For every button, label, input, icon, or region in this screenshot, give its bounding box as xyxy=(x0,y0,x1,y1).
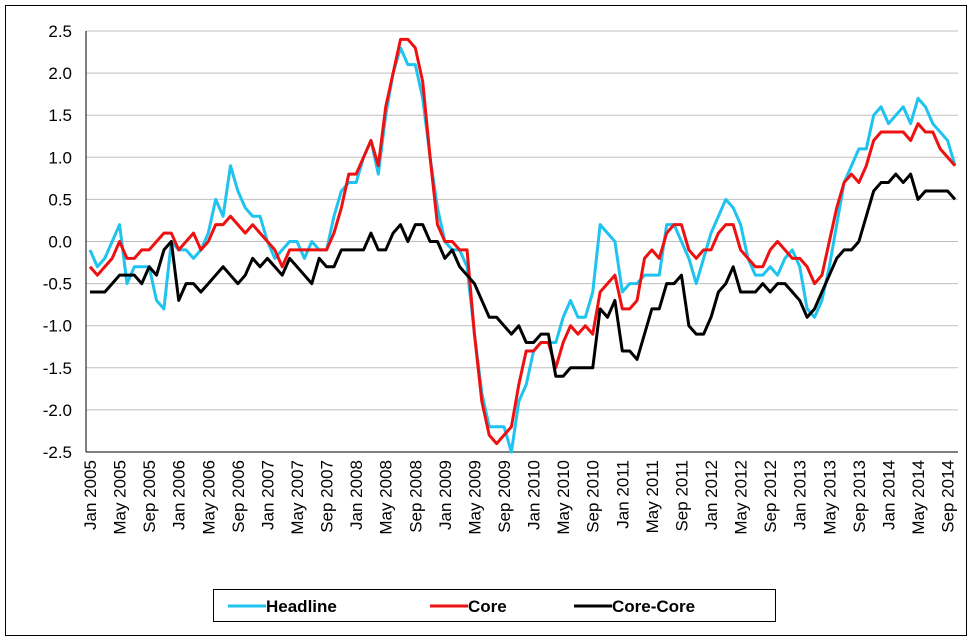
x-tick-label: Sep 2006 xyxy=(229,460,248,533)
y-tick-label: -0.5 xyxy=(43,275,72,294)
y-tick-label: 0.5 xyxy=(48,190,72,209)
y-tick-label: -1.0 xyxy=(43,317,72,336)
series-line xyxy=(88,37,957,446)
y-tick-label: 0.0 xyxy=(48,233,72,252)
x-tick-label: Jan 2005 xyxy=(81,460,100,530)
x-tick-label: May 2005 xyxy=(111,460,130,535)
legend-label: Headline xyxy=(266,597,337,616)
x-tick-label: May 2012 xyxy=(732,460,751,535)
x-tick-label: Jan 2013 xyxy=(791,460,810,530)
x-tick-label: Sep 2010 xyxy=(584,460,603,533)
x-tick-label: May 2009 xyxy=(465,460,484,535)
x-tick-label: Sep 2007 xyxy=(318,460,337,533)
legend: Headline Core Core-Core xyxy=(213,589,776,622)
x-tick-label: Jan 2012 xyxy=(702,460,721,530)
y-tick-label: -1.5 xyxy=(43,359,72,378)
y-tick-label: 2.5 xyxy=(48,22,72,41)
y-tick-label: -2.0 xyxy=(43,401,72,420)
y-tick-label: 1.0 xyxy=(48,148,72,167)
legend-label: Core xyxy=(468,597,507,616)
x-tick-label: Sep 2013 xyxy=(850,460,869,533)
x-tick-label: Jan 2011 xyxy=(613,460,632,529)
x-tick-label: Sep 2014 xyxy=(939,460,958,533)
x-tick-label: May 2013 xyxy=(820,460,839,535)
x-tick-label: May 2011 xyxy=(643,460,662,533)
y-tick-label: 1.5 xyxy=(48,106,72,125)
x-tick-label: May 2010 xyxy=(554,460,573,535)
x-tick-label: Jan 2014 xyxy=(879,460,898,530)
x-tick-label: Jan 2006 xyxy=(170,460,189,530)
legend-box xyxy=(213,589,776,622)
x-tick-label: Jan 2010 xyxy=(525,460,544,530)
y-tick-label: -2.5 xyxy=(43,443,72,462)
legend-label: Core-Core xyxy=(612,597,695,616)
x-tick-label: Sep 2011 xyxy=(672,460,691,532)
y-tick-label: 2.0 xyxy=(48,64,72,83)
x-tick-label: Sep 2012 xyxy=(761,460,780,533)
x-tick-label: Jan 2009 xyxy=(436,460,455,530)
x-tick-label: Sep 2008 xyxy=(406,460,425,533)
chart-frame xyxy=(5,5,967,636)
x-tick-label: Sep 2005 xyxy=(140,460,159,533)
x-tick-label: May 2014 xyxy=(909,460,928,535)
x-tick-label: May 2007 xyxy=(288,460,307,535)
x-tick-label: May 2008 xyxy=(377,460,396,535)
x-tick-label: Jan 2008 xyxy=(347,460,366,530)
x-tick-label: Sep 2009 xyxy=(495,460,514,533)
x-tick-label: May 2006 xyxy=(199,460,218,535)
series-line xyxy=(90,172,957,378)
x-tick-label: Jan 2007 xyxy=(258,460,277,530)
